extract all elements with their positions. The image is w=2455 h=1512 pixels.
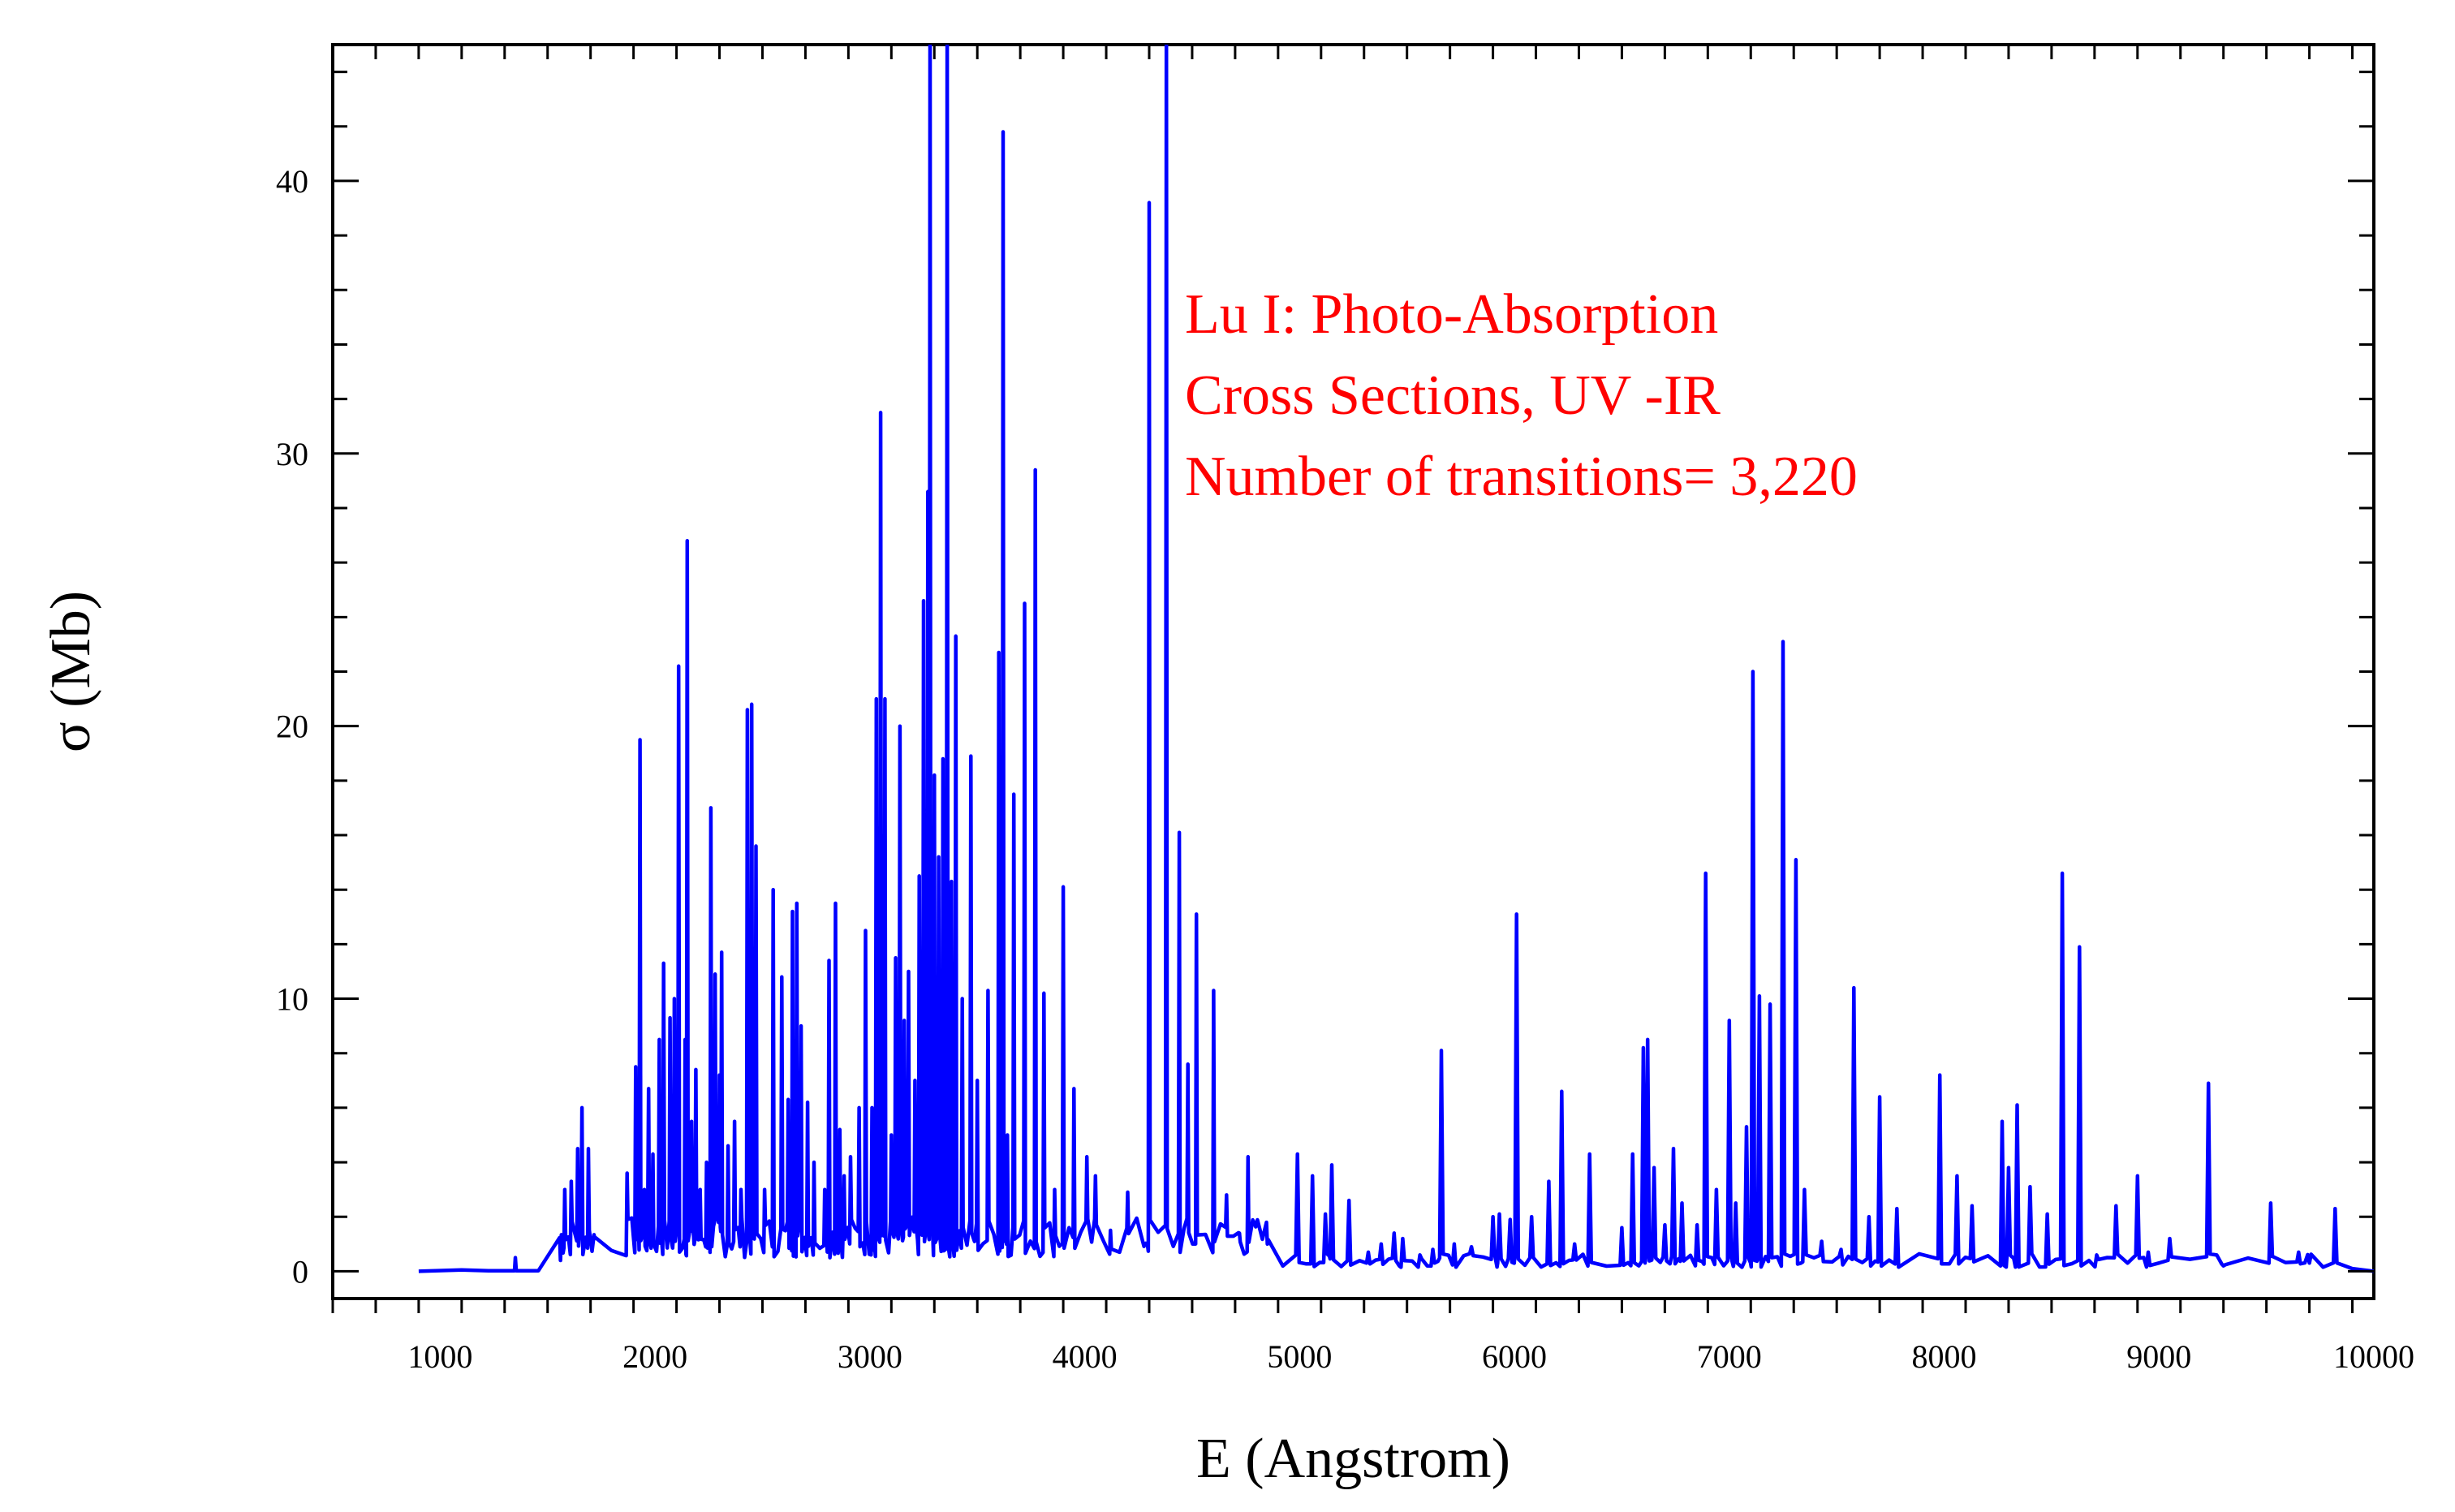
y-tick-label: 40 bbox=[276, 163, 308, 200]
x-tick-label: 7000 bbox=[1697, 1338, 1762, 1375]
annotation: Lu I: Photo-Absorption Cross Sections, U… bbox=[1185, 283, 1858, 508]
x-tick-label: 8000 bbox=[1912, 1338, 1977, 1375]
x-tick-label: 10000 bbox=[2333, 1338, 2414, 1375]
ticks bbox=[331, 45, 2374, 1313]
x-axis-title: E (Angstrom) bbox=[1196, 1428, 1510, 1490]
y-tick-label: 20 bbox=[276, 709, 308, 745]
annotation-line-2: Cross Sections, UV -IR bbox=[1185, 364, 1721, 427]
x-tick-label: 3000 bbox=[838, 1338, 902, 1375]
x-tick-label: 1000 bbox=[407, 1338, 472, 1375]
series-line bbox=[418, 45, 2374, 1273]
x-tick-label: 6000 bbox=[1482, 1338, 1547, 1375]
x-tick-label: 4000 bbox=[1053, 1338, 1118, 1375]
x-tick-label: 5000 bbox=[1267, 1338, 1332, 1375]
plot-area bbox=[418, 45, 2374, 1273]
annotation-line-3: Number of transitions= 3,220 bbox=[1185, 446, 1858, 508]
y-tick-label: 30 bbox=[276, 436, 308, 472]
y-axis-title: σ (Mb) bbox=[40, 591, 102, 752]
tick-labels: 1000 2000 3000 4000 5000 6000 7000 8000 9000 1000… bbox=[276, 163, 2414, 1375]
y-tick-label: 0 bbox=[292, 1253, 308, 1290]
x-tick-label: 9000 bbox=[2126, 1338, 2191, 1375]
annotation-line-1: Lu I: Photo-Absorption bbox=[1185, 283, 1718, 346]
y-tick-label: 10 bbox=[276, 981, 308, 1018]
x-tick-label: 2000 bbox=[622, 1338, 687, 1375]
